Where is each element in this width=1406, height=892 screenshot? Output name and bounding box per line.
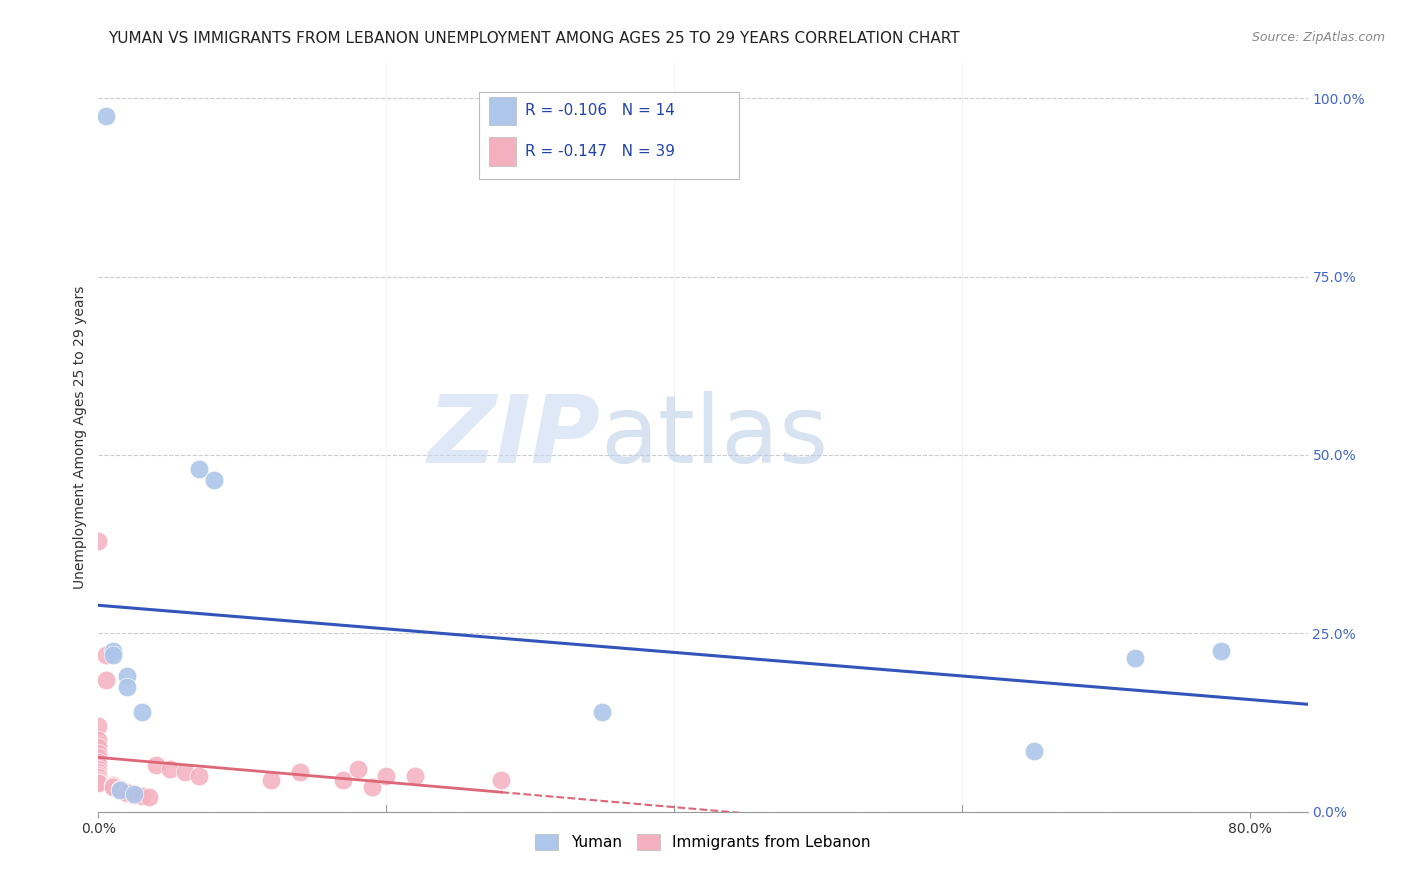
Point bbox=[188, 769, 211, 783]
Point bbox=[108, 783, 131, 797]
Point bbox=[87, 762, 110, 776]
Point bbox=[87, 755, 110, 769]
Point bbox=[101, 779, 124, 793]
Point bbox=[87, 772, 110, 787]
Text: ZIP: ZIP bbox=[427, 391, 600, 483]
Point bbox=[108, 783, 131, 797]
Text: YUMAN VS IMMIGRANTS FROM LEBANON UNEMPLOYMENT AMONG AGES 25 TO 29 YEARS CORRELAT: YUMAN VS IMMIGRANTS FROM LEBANON UNEMPLO… bbox=[108, 31, 960, 46]
Point bbox=[138, 790, 160, 805]
Point bbox=[404, 769, 426, 783]
FancyBboxPatch shape bbox=[479, 93, 740, 178]
Point bbox=[94, 648, 117, 662]
Y-axis label: Unemployment Among Ages 25 to 29 years: Unemployment Among Ages 25 to 29 years bbox=[73, 285, 87, 589]
Point bbox=[94, 673, 117, 687]
Point bbox=[101, 778, 124, 792]
Point bbox=[1123, 651, 1146, 665]
Point bbox=[288, 765, 311, 780]
Point bbox=[87, 774, 110, 789]
Point bbox=[1211, 644, 1233, 658]
Point bbox=[87, 771, 110, 785]
Point bbox=[260, 772, 283, 787]
Point bbox=[346, 762, 368, 776]
Point bbox=[94, 109, 117, 123]
Point bbox=[131, 789, 153, 803]
Point bbox=[173, 765, 195, 780]
Text: R = -0.147   N = 39: R = -0.147 N = 39 bbox=[526, 144, 675, 159]
FancyBboxPatch shape bbox=[489, 96, 516, 125]
Text: Source: ZipAtlas.com: Source: ZipAtlas.com bbox=[1251, 31, 1385, 45]
Point bbox=[108, 781, 131, 796]
FancyBboxPatch shape bbox=[489, 137, 516, 166]
Point bbox=[87, 746, 110, 760]
Point bbox=[131, 705, 153, 719]
Point bbox=[87, 765, 110, 780]
Point bbox=[188, 462, 211, 476]
Point bbox=[115, 680, 138, 694]
Point bbox=[361, 780, 384, 794]
Point bbox=[101, 644, 124, 658]
Text: atlas: atlas bbox=[600, 391, 828, 483]
Point bbox=[591, 705, 613, 719]
Point bbox=[87, 740, 110, 755]
Point bbox=[332, 772, 354, 787]
Point bbox=[87, 533, 110, 548]
Point bbox=[1022, 744, 1045, 758]
Point bbox=[87, 758, 110, 772]
Point bbox=[87, 719, 110, 733]
Point bbox=[115, 785, 138, 799]
Point bbox=[115, 786, 138, 800]
Point bbox=[87, 750, 110, 764]
Point bbox=[491, 772, 513, 787]
Point bbox=[87, 776, 110, 790]
Point bbox=[124, 787, 146, 801]
Point bbox=[87, 733, 110, 747]
Point bbox=[124, 788, 146, 802]
Point bbox=[101, 648, 124, 662]
Point bbox=[87, 767, 110, 781]
Legend: Yuman, Immigrants from Lebanon: Yuman, Immigrants from Lebanon bbox=[530, 829, 876, 856]
Point bbox=[115, 669, 138, 683]
Point bbox=[159, 762, 181, 776]
Point bbox=[145, 758, 167, 772]
Point bbox=[101, 780, 124, 795]
Text: R = -0.106   N = 14: R = -0.106 N = 14 bbox=[526, 103, 675, 119]
Point bbox=[202, 473, 225, 487]
Point bbox=[375, 769, 398, 783]
